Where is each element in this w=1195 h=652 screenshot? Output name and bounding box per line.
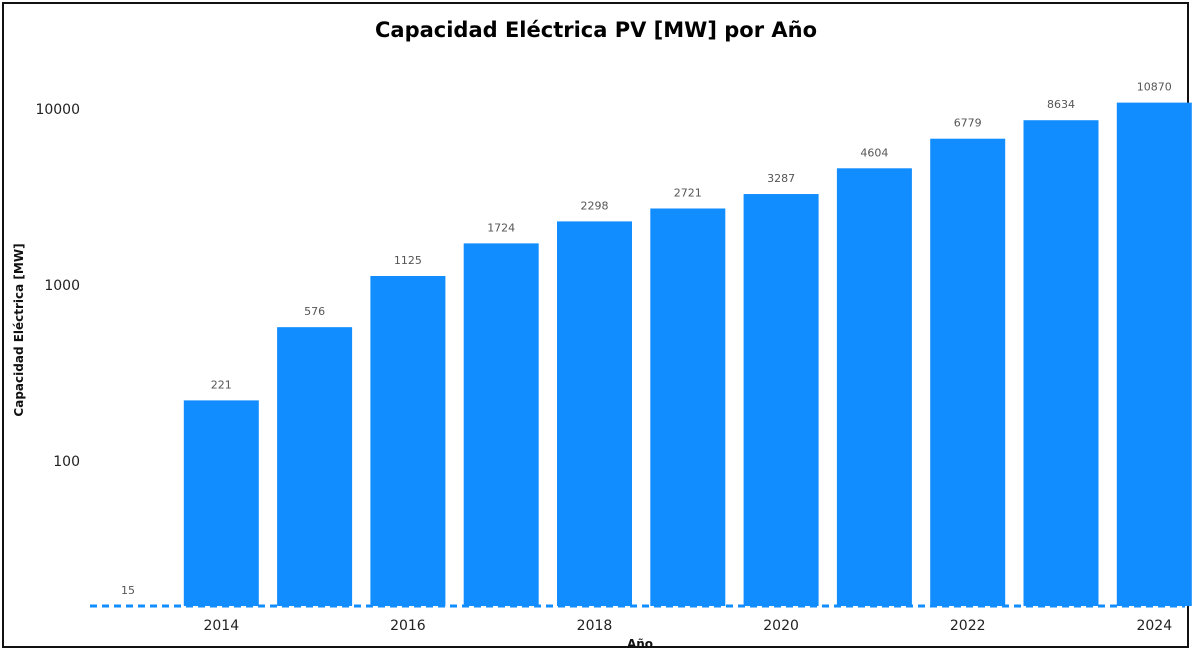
- bar-2016[interactable]: [370, 275, 446, 606]
- x-tick-label: 2014: [203, 618, 239, 634]
- y-tick-label: 10000: [35, 102, 80, 118]
- data-label-2017: 1724: [487, 221, 515, 234]
- data-label-2016: 1125: [394, 254, 422, 267]
- bars-group: [183, 102, 1192, 607]
- y-axis-ticks: 100 1000 10000: [35, 102, 80, 470]
- bar-2017[interactable]: [463, 243, 539, 606]
- x-tick-label: 2020: [763, 618, 799, 634]
- data-label-2014: 221: [211, 378, 232, 391]
- data-label-2018: 2298: [581, 199, 609, 212]
- y-tick-label: 1000: [44, 278, 80, 294]
- bar-2018[interactable]: [557, 221, 632, 606]
- data-label-2020: 3287: [767, 172, 795, 185]
- x-tick-label: 2022: [950, 618, 986, 634]
- x-axis-ticks: 2014 2016 2018 2020 2022 2024: [203, 618, 1172, 634]
- data-label-2015: 576: [304, 305, 325, 318]
- data-label-2024: 10870: [1137, 81, 1172, 94]
- bar-2014[interactable]: [183, 400, 259, 606]
- y-axis-title: Capacidad Eléctrica [MW]: [12, 243, 26, 416]
- bar-2015[interactable]: [277, 327, 353, 606]
- bar-2022[interactable]: [930, 138, 1006, 606]
- data-label-2019: 2721: [674, 186, 702, 199]
- bar-2021[interactable]: [836, 168, 912, 606]
- x-tick-label: 2024: [1136, 618, 1172, 634]
- data-label-2023: 8634: [1047, 98, 1075, 111]
- chart-title: Capacidad Eléctrica PV [MW] por Año: [375, 18, 817, 42]
- x-axis-title: Año: [627, 637, 653, 651]
- data-label-2022: 6779: [954, 117, 982, 130]
- x-tick-label: 2018: [577, 618, 613, 634]
- bar-2024[interactable]: [1116, 102, 1192, 607]
- data-label-2021: 4604: [860, 146, 888, 159]
- bar-2020[interactable]: [743, 194, 819, 606]
- bar-2019[interactable]: [650, 208, 726, 606]
- bar-2023[interactable]: [1023, 120, 1099, 606]
- y-tick-label: 100: [53, 454, 80, 470]
- x-tick-label: 2016: [390, 618, 426, 634]
- data-label-2013: 15: [121, 584, 135, 597]
- data-labels-group: 15 221 576 1125 1724 2298 2721 3287 4604 6779 8634…: [121, 81, 1172, 597]
